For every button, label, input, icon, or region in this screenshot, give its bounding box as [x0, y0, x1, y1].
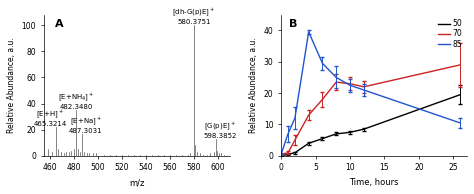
Text: [E+NH$_4$]$^+$
482.3480: [E+NH$_4$]$^+$ 482.3480 — [58, 91, 94, 110]
Y-axis label: Relative Abundance, a.u.: Relative Abundance, a.u. — [249, 37, 258, 133]
Text: B: B — [289, 19, 297, 29]
Text: A: A — [55, 19, 64, 29]
Legend: 50, 70, 85: 50, 70, 85 — [438, 18, 463, 49]
Text: [dh-G(p)E]$^+$
580.3751: [dh-G(p)E]$^+$ 580.3751 — [173, 6, 216, 25]
Text: [E+Na]$^+$
487.3031: [E+Na]$^+$ 487.3031 — [69, 115, 103, 134]
Y-axis label: Relative Abundance, a.u.: Relative Abundance, a.u. — [7, 37, 16, 133]
Text: [G(p)E]$^+$
598.3852: [G(p)E]$^+$ 598.3852 — [204, 120, 237, 139]
Text: [E+H]$^+$
465.3214: [E+H]$^+$ 465.3214 — [33, 108, 67, 127]
X-axis label: m/z: m/z — [129, 178, 144, 187]
X-axis label: Time, hours: Time, hours — [349, 178, 399, 187]
